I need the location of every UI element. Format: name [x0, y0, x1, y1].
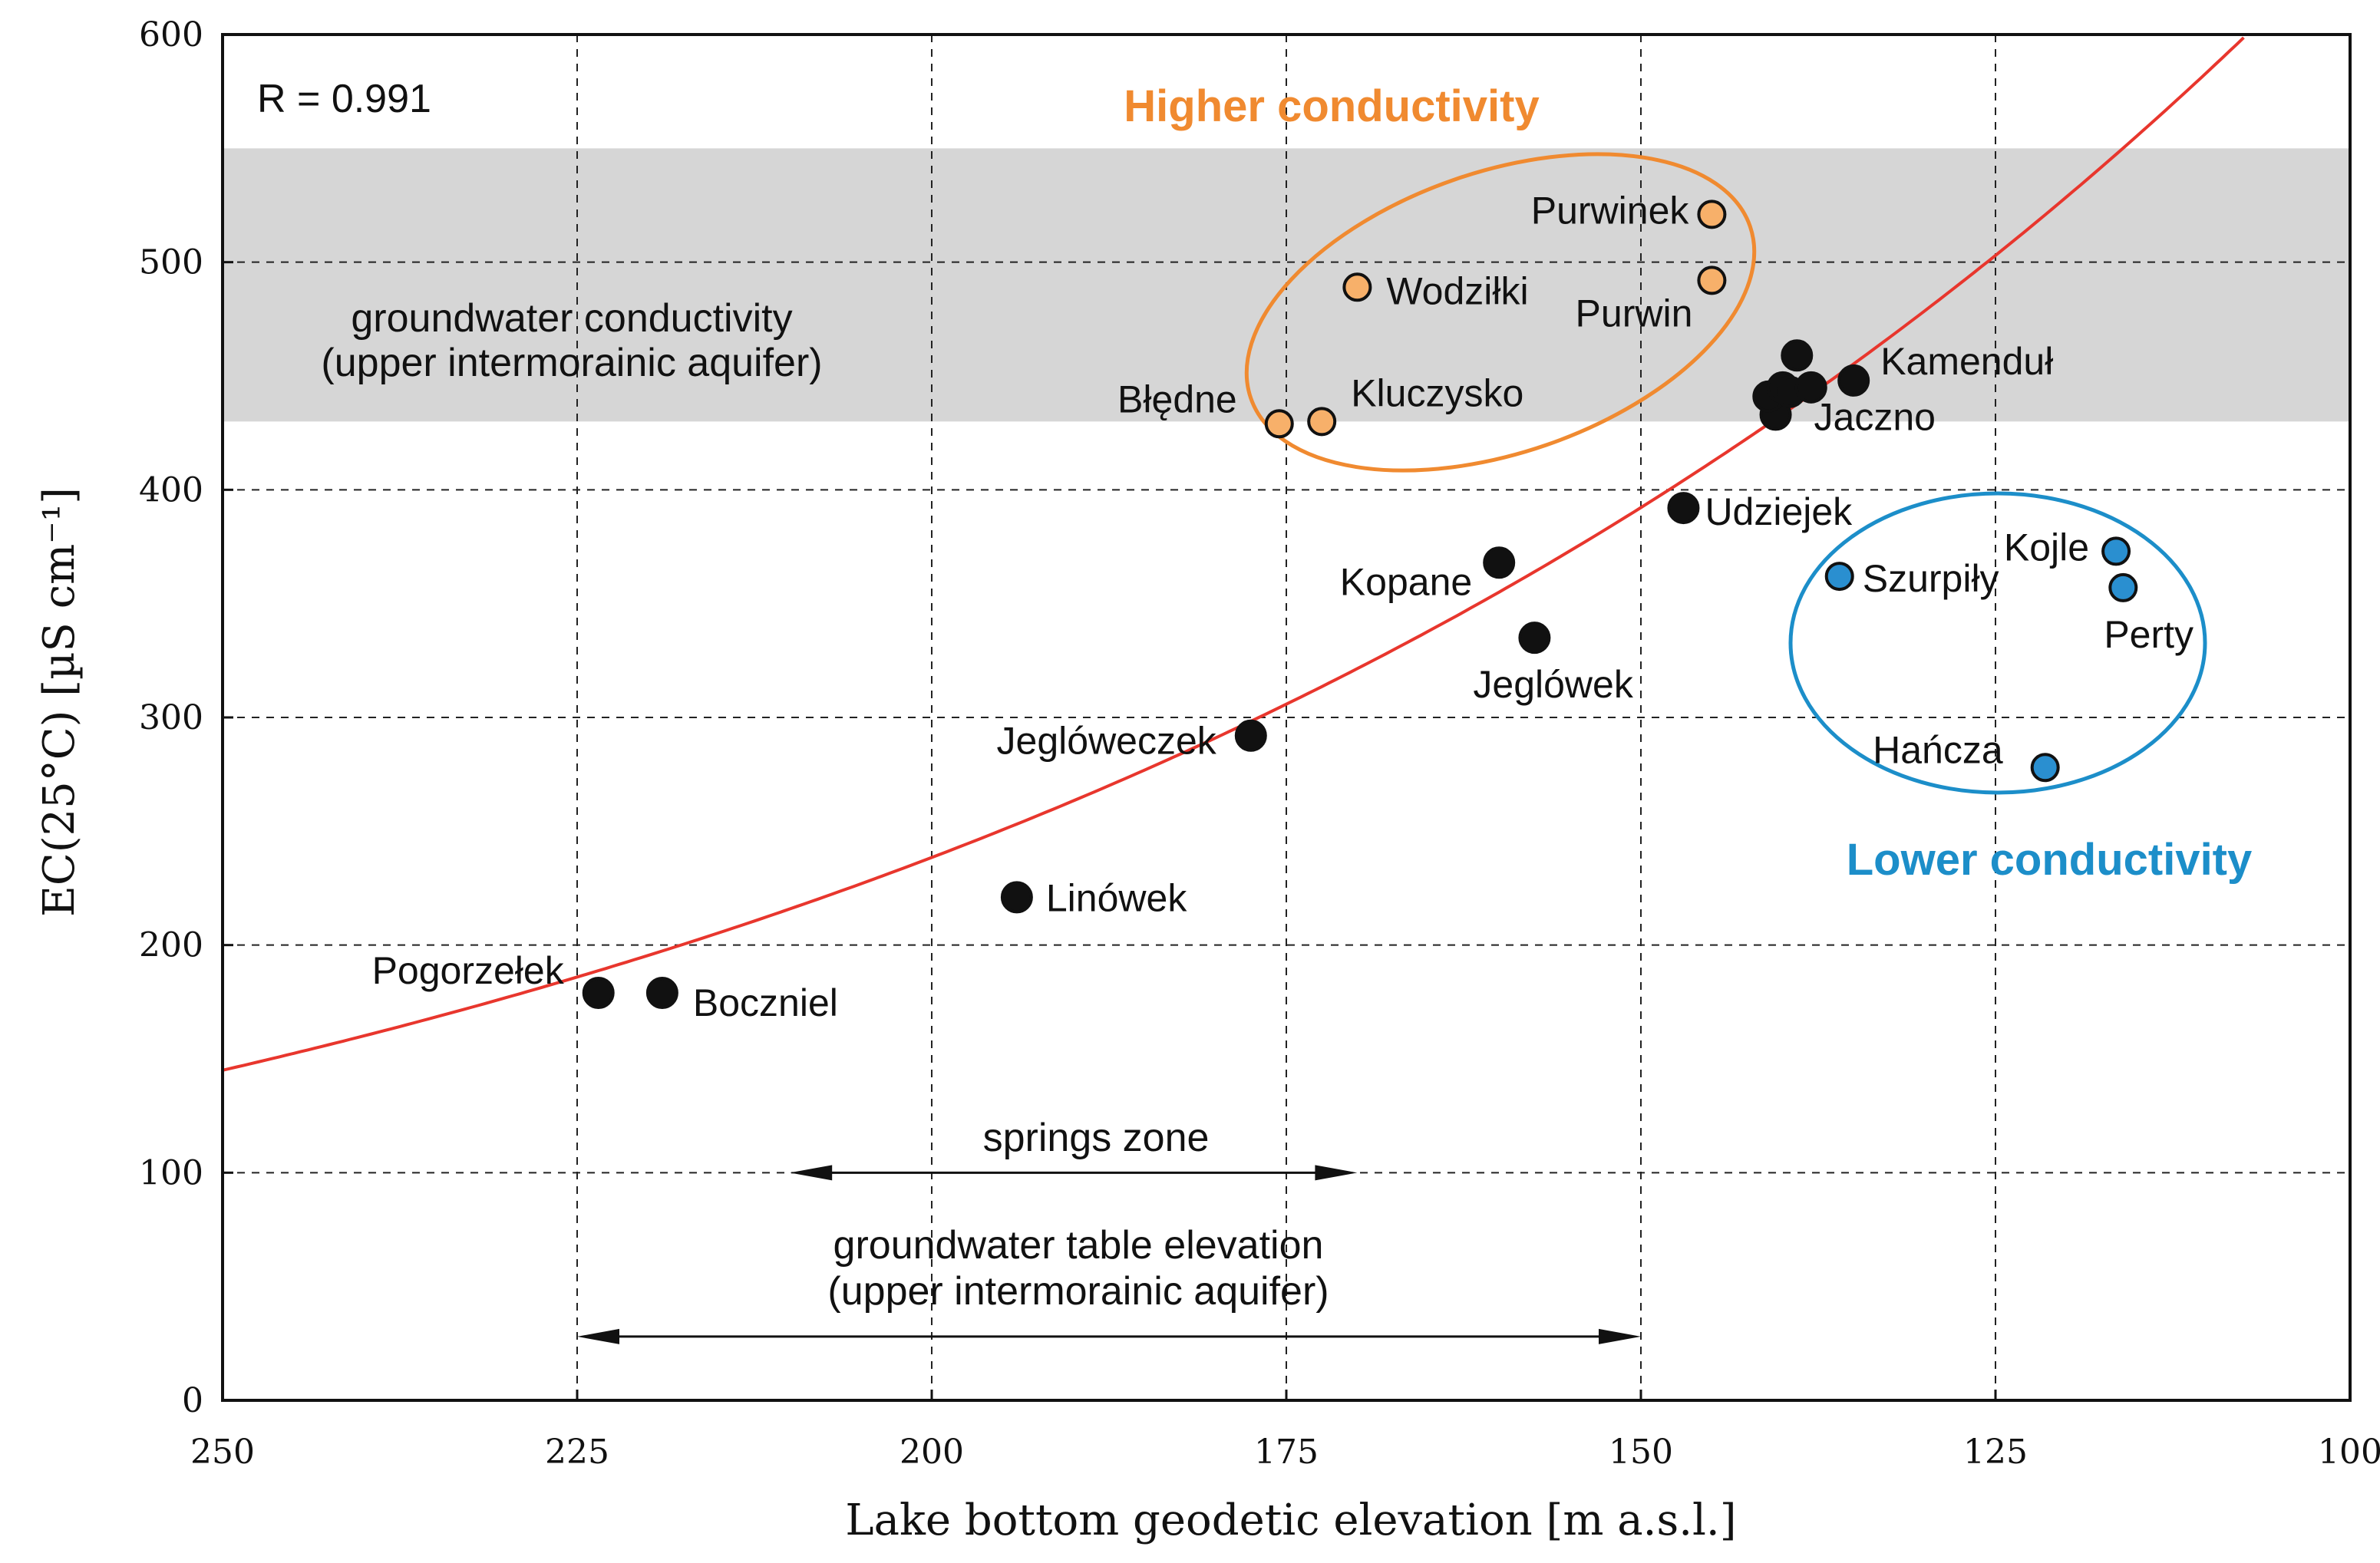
data-point-lower [1824, 562, 1854, 592]
point-label: Kopane [1340, 560, 1472, 603]
point-label: Pogorzełek [372, 949, 565, 992]
x-tick-label: 225 [545, 1433, 609, 1472]
data-point-typical [1234, 719, 1267, 752]
data-point-lower [2101, 536, 2131, 566]
r-value: R = 0.991 [257, 77, 431, 121]
point-label: Kamenduł [1880, 340, 2053, 383]
table-elevation-label-line2: (upper intermorainic aquifer) [827, 1269, 1329, 1314]
data-points [582, 199, 2138, 1009]
data-point-typical [1518, 622, 1551, 655]
groundwater-band-label-line2: (upper intermorainic aquifer) [321, 341, 822, 385]
data-point-lower [2108, 572, 2138, 602]
point-label: Jeglówek [1473, 663, 1633, 706]
data-point-typical [1000, 881, 1033, 914]
table-elevation-arrow-right-head [1599, 1328, 1641, 1344]
data-point-typical [1837, 364, 1870, 397]
springs-zone-arrow-left-head [790, 1165, 833, 1181]
x-tick-label: 200 [900, 1433, 964, 1472]
point-labels: Pogorzełek Boczniel Linówek Jeglóweczek Kopa… [372, 189, 2193, 1024]
fit-curve [222, 36, 2245, 1072]
data-point-lower [2030, 753, 2060, 783]
groundwater-band-label-line1: groundwater conductivity [351, 296, 792, 341]
data-point-typical [582, 976, 615, 1009]
data-point-typical [1781, 339, 1814, 372]
table-elevation-label-line1: groundwater table elevation [833, 1223, 1324, 1268]
lower-conductivity-label: Lower conductivity [1847, 835, 2253, 885]
point-label: Błędne [1117, 378, 1237, 420]
point-label: Linówek [1046, 876, 1187, 919]
data-point-typical [1794, 371, 1827, 404]
higher-conductivity-label: Higher conductivity [1124, 81, 1539, 131]
point-label: Kluczysko [1351, 371, 1523, 414]
x-tick-label: 100 [2318, 1433, 2380, 1472]
data-point-higher [1697, 199, 1727, 229]
data-point-higher [1342, 272, 1372, 302]
y-tick-label: 100 [139, 1153, 203, 1192]
point-label: Kojle [2004, 526, 2089, 569]
data-point-typical [1483, 546, 1516, 579]
point-label: Jeglóweczek [997, 720, 1217, 763]
data-point-typical [645, 976, 678, 1009]
x-tick-label: 250 [190, 1433, 255, 1472]
point-label: Purwinek [1531, 189, 1690, 232]
lower-conductivity-ellipse [1788, 491, 2207, 795]
y-tick-label: 400 [139, 470, 203, 509]
point-label: Boczniel [693, 981, 838, 1024]
arrows [577, 1165, 1641, 1344]
higher-conductivity-ellipse [1244, 152, 1757, 473]
y-tick-label: 0 [182, 1381, 203, 1420]
x-axis-label: Lake bottom geodetic elevation [m a.s.l.… [845, 1495, 1736, 1545]
x-tick-label: 125 [1963, 1433, 2028, 1472]
table-elevation-arrow-left-head [577, 1328, 619, 1344]
data-point-higher [1264, 409, 1294, 439]
point-label: Perty [2104, 613, 2193, 656]
y-tick-label: 300 [139, 698, 203, 737]
x-tick-label: 150 [1609, 1433, 1673, 1472]
y-tick-label: 600 [139, 15, 203, 54]
point-label: Udziejek [1705, 490, 1853, 533]
x-tick-label: 175 [1254, 1433, 1319, 1472]
y-axis-label: EC(25°C) [µS cm⁻¹] [35, 487, 84, 917]
data-point-higher [1307, 407, 1337, 437]
point-label: Hańcza [1873, 728, 2003, 771]
point-label: Jaczno [1814, 395, 1936, 438]
point-label: Wodziłki [1386, 269, 1528, 312]
axis-ticks: 250 225 200 175 150 125 100 0 100 200 300 400 500 600 [139, 15, 2380, 1472]
springs-zone-arrow-right-head [1315, 1165, 1358, 1181]
springs-zone-label: springs zone [983, 1116, 1210, 1160]
y-tick-label: 500 [139, 243, 203, 282]
y-tick-label: 200 [139, 926, 203, 965]
data-point-higher [1697, 265, 1727, 295]
data-point-typical [1667, 492, 1700, 525]
point-label: Szurpiły [1863, 557, 1999, 600]
point-label: Purwin [1576, 292, 1693, 335]
